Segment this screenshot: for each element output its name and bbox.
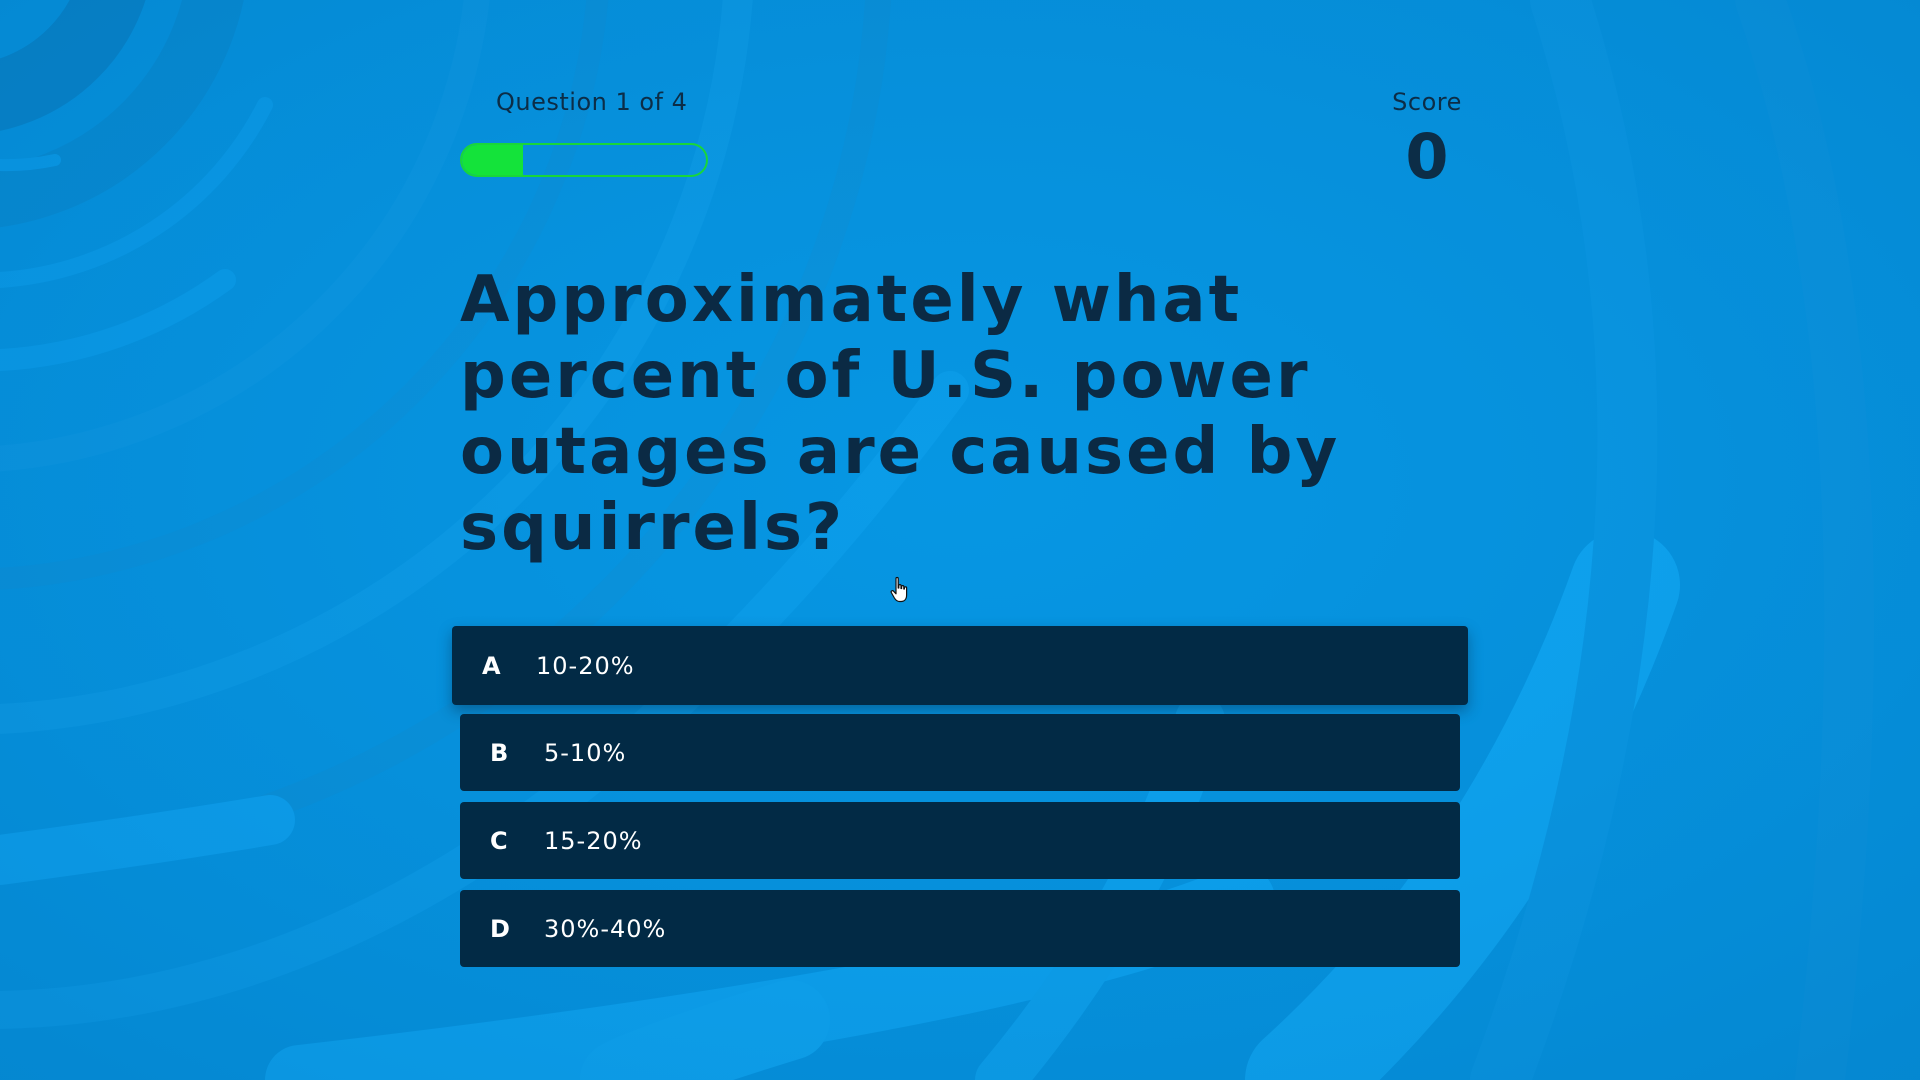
answer-option-a[interactable]: A 10-20% — [452, 626, 1468, 705]
answer-option-c[interactable]: C 15-20% — [460, 802, 1460, 879]
answer-option-d[interactable]: D 30%-40% — [460, 890, 1460, 967]
question-progress-label: Question 1 of 4 — [496, 88, 688, 116]
hand-pointer-icon — [890, 576, 908, 603]
answer-letter: B — [490, 738, 509, 767]
answer-letter: A — [482, 651, 501, 680]
question-text: Approximately what percent of U.S. power… — [460, 263, 1341, 565]
progress-bar-fill — [462, 145, 523, 175]
answer-text: 15-20% — [544, 826, 643, 855]
answer-letter: C — [490, 826, 508, 855]
answer-letter: D — [490, 914, 510, 943]
progress-bar — [460, 143, 708, 177]
answer-option-b[interactable]: B 5-10% — [460, 714, 1460, 791]
answer-text: 30%-40% — [544, 914, 667, 943]
score-label: Score — [1392, 88, 1462, 116]
answer-text: 5-10% — [544, 738, 627, 767]
answer-text: 10-20% — [536, 651, 635, 680]
score-value: 0 — [1405, 120, 1449, 193]
